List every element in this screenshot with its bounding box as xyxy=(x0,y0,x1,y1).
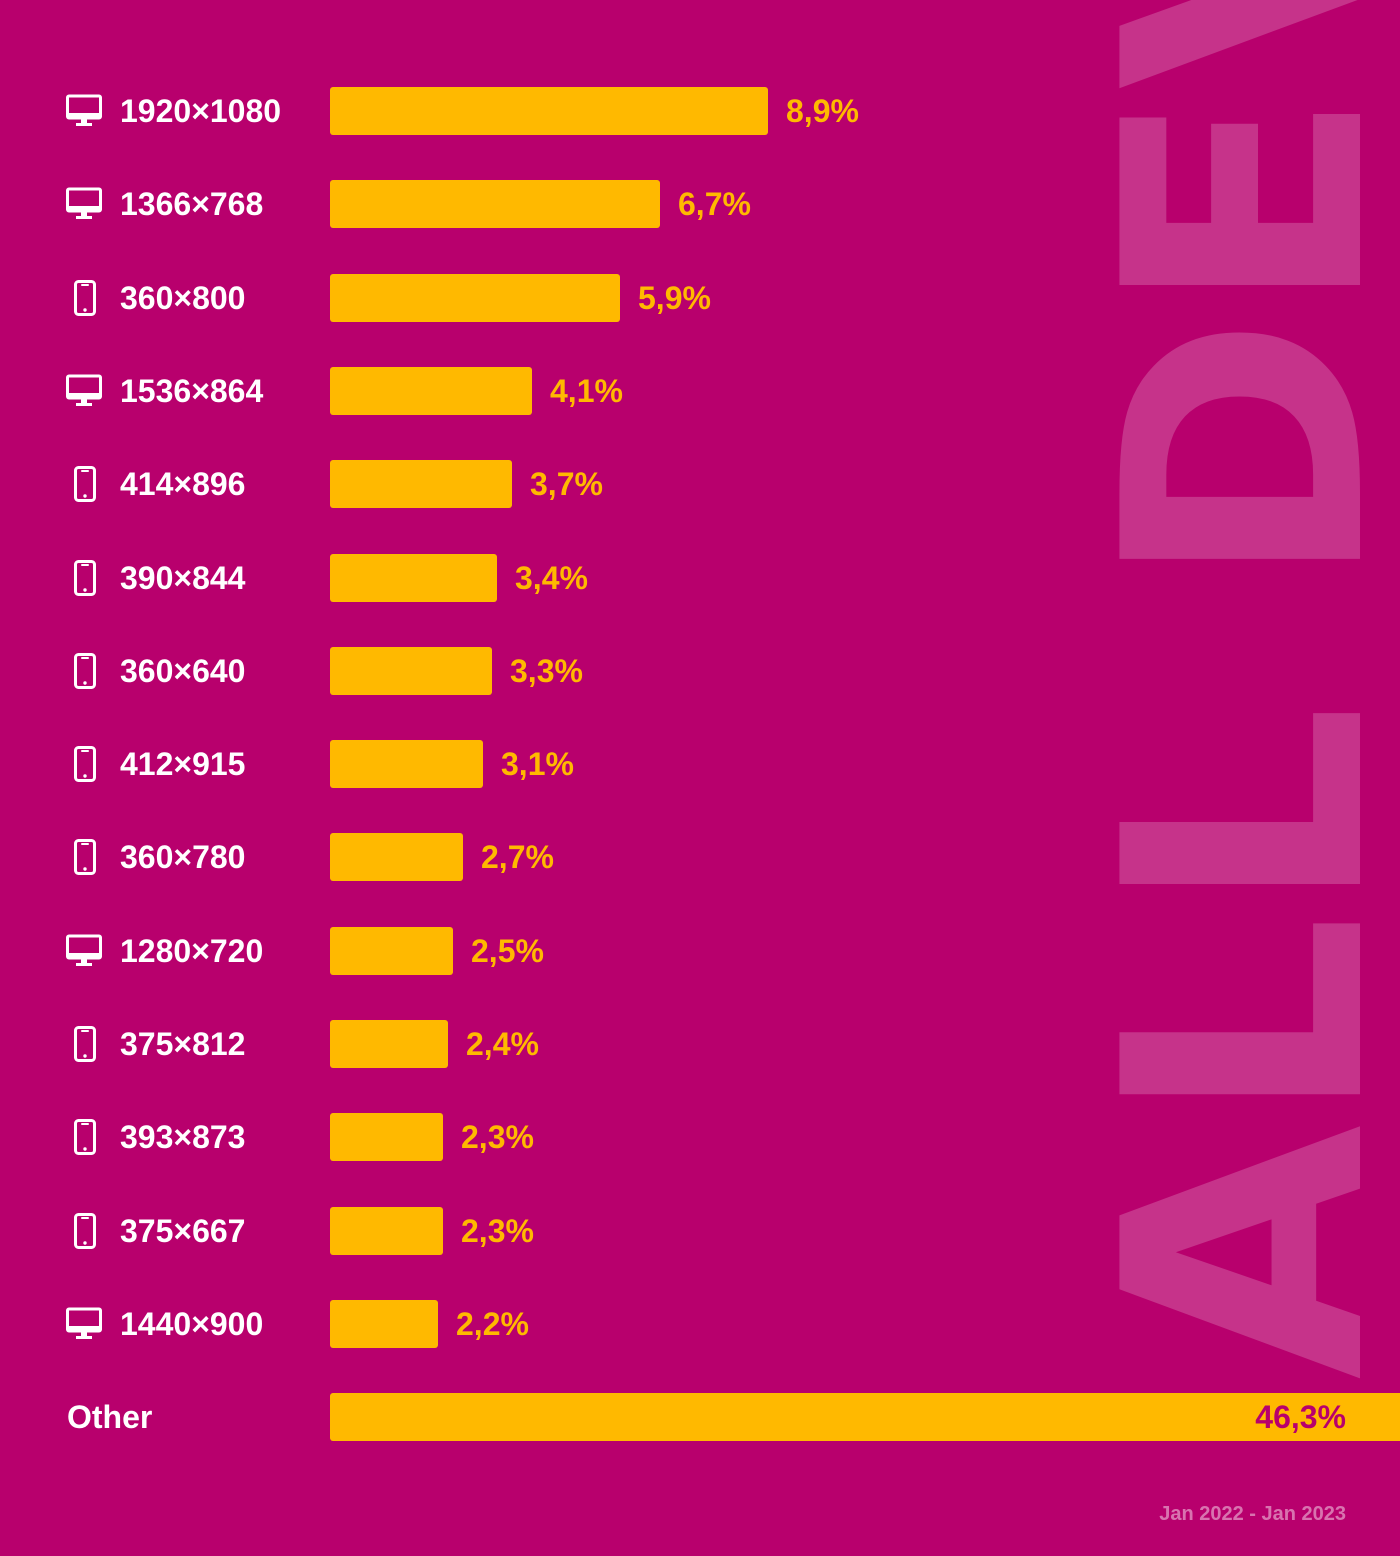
bar xyxy=(330,274,620,322)
value-label: 2,2% xyxy=(456,1306,529,1342)
bar xyxy=(330,180,660,228)
mobile-icon xyxy=(67,746,103,782)
category-label: 414×896 xyxy=(120,466,246,502)
bar-row: 375×812 2,4% xyxy=(0,1019,1400,1069)
desktop-icon xyxy=(66,93,102,129)
mobile-icon xyxy=(67,560,103,596)
bar-row: 360×800 5,9% xyxy=(0,273,1400,323)
period-label: Jan 2022 - Jan 2023 xyxy=(1159,1503,1346,1525)
bar xyxy=(330,1207,443,1255)
bar xyxy=(330,833,463,881)
category-label: 1366×768 xyxy=(120,186,264,222)
mobile-icon xyxy=(67,1119,103,1155)
value-label: 2,7% xyxy=(481,839,554,875)
mobile-icon xyxy=(67,466,103,502)
bar-row: 1440×900 2,2% xyxy=(0,1299,1400,1349)
value-label: 46,3% xyxy=(1255,1399,1346,1435)
value-label: 6,7% xyxy=(678,186,751,222)
bar xyxy=(330,87,768,135)
desktop-icon xyxy=(66,1306,102,1342)
bar-row: 412×915 3,1% xyxy=(0,739,1400,789)
value-label: 5,9% xyxy=(638,280,711,316)
value-label: 2,3% xyxy=(461,1119,534,1155)
category-label: 1440×900 xyxy=(120,1306,264,1342)
category-label: 412×915 xyxy=(120,746,246,782)
desktop-icon xyxy=(66,373,102,409)
category-label: 360×800 xyxy=(120,280,246,316)
bar-row: 1280×720 2,5% xyxy=(0,926,1400,976)
value-label: 2,3% xyxy=(461,1213,534,1249)
bar xyxy=(330,554,497,602)
bar xyxy=(330,367,532,415)
category-label: 360×780 xyxy=(120,839,246,875)
mobile-icon xyxy=(67,280,103,316)
mobile-icon xyxy=(67,839,103,875)
bar xyxy=(330,1020,448,1068)
bar-row: 414×896 3,7% xyxy=(0,459,1400,509)
category-label: Other xyxy=(67,1399,153,1435)
bar-row: 393×873 2,3% xyxy=(0,1112,1400,1162)
mobile-icon xyxy=(67,1213,103,1249)
bar-row: 375×667 2,3% xyxy=(0,1206,1400,1256)
bar-row: 390×844 3,4% xyxy=(0,553,1400,603)
bar-row: 1366×768 6,7% xyxy=(0,179,1400,229)
value-label: 8,9% xyxy=(786,93,859,129)
bar xyxy=(330,927,453,975)
value-label: 4,1% xyxy=(550,373,623,409)
bar xyxy=(330,1393,1400,1441)
bar-row: Other 46,3% xyxy=(0,1392,1400,1442)
value-label: 3,7% xyxy=(530,466,603,502)
value-label: 2,4% xyxy=(466,1026,539,1062)
bar-row: 360×780 2,7% xyxy=(0,832,1400,882)
bar xyxy=(330,740,483,788)
category-label: 360×640 xyxy=(120,653,246,689)
bar xyxy=(330,647,492,695)
bar-row: 360×640 3,3% xyxy=(0,646,1400,696)
bar xyxy=(330,460,512,508)
bar xyxy=(330,1113,443,1161)
bar-row: 1920×1080 8,9% xyxy=(0,86,1400,136)
category-label: 1536×864 xyxy=(120,373,264,409)
desktop-icon xyxy=(66,186,102,222)
category-label: 1280×720 xyxy=(120,933,264,969)
category-label: 375×667 xyxy=(120,1213,246,1249)
value-label: 3,3% xyxy=(510,653,583,689)
mobile-icon xyxy=(67,1026,103,1062)
bar-row: 1536×864 4,1% xyxy=(0,366,1400,416)
desktop-icon xyxy=(66,933,102,969)
category-label: 390×844 xyxy=(120,560,246,596)
category-label: 375×812 xyxy=(120,1026,246,1062)
value-label: 3,4% xyxy=(515,560,588,596)
value-label: 2,5% xyxy=(471,933,544,969)
bar xyxy=(330,1300,438,1348)
mobile-icon xyxy=(67,653,103,689)
category-label: 393×873 xyxy=(120,1119,246,1155)
category-label: 1920×1080 xyxy=(120,93,282,129)
value-label: 3,1% xyxy=(501,746,574,782)
